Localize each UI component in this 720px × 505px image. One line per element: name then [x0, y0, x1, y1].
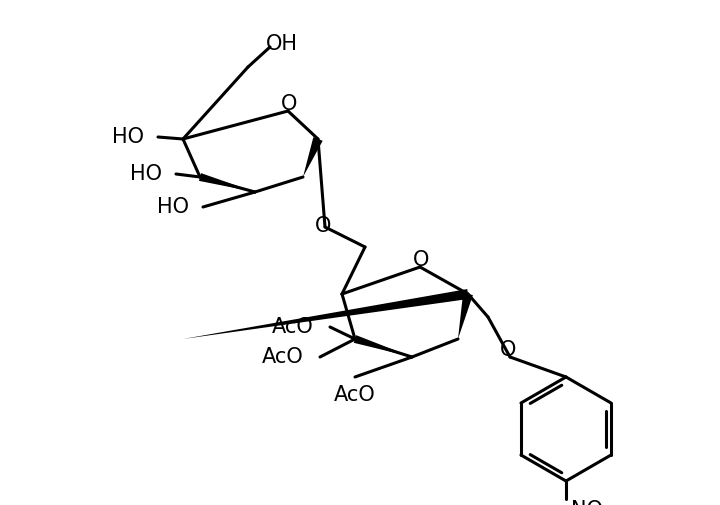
- Text: O: O: [413, 249, 429, 270]
- Text: HO: HO: [130, 164, 162, 184]
- Text: AcO: AcO: [262, 346, 304, 366]
- Text: O: O: [281, 94, 297, 114]
- Text: HO: HO: [112, 127, 144, 147]
- Text: NO₂: NO₂: [571, 499, 611, 505]
- Polygon shape: [303, 138, 323, 178]
- Text: OH: OH: [266, 34, 298, 54]
- Text: AcO: AcO: [272, 316, 314, 336]
- Polygon shape: [458, 293, 473, 339]
- Polygon shape: [183, 289, 469, 339]
- Text: HO: HO: [157, 196, 189, 217]
- Text: AcO: AcO: [334, 384, 376, 404]
- Polygon shape: [199, 174, 255, 192]
- Text: O: O: [315, 216, 331, 235]
- Text: O: O: [500, 339, 516, 359]
- Polygon shape: [354, 335, 412, 358]
